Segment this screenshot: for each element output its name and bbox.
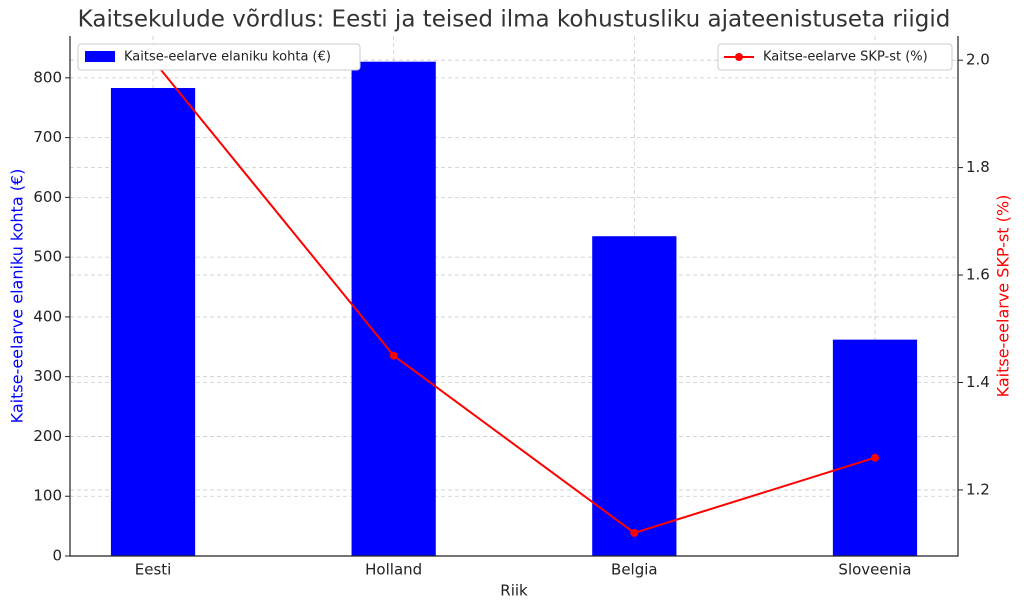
legend-box [717,43,953,71]
y2-tick-label: 1.8 [966,158,990,176]
legend-swatch [85,51,115,62]
legend-label: Kaitse-eelarve elaniku kohta (€) [124,50,331,65]
x-tick-label: Sloveenia [838,561,911,579]
y-tick-label: 600 [33,188,62,206]
y2-tick-label: 1.6 [966,266,990,284]
x-axis-label: Riik [500,582,528,600]
x-tick-label: Eesti [135,561,172,579]
line [152,59,876,535]
legend-label: Kaitse-eelarve SKP-st (%) [763,50,928,65]
point [389,351,398,360]
y2-tick-label: 2.0 [966,51,990,69]
point [870,453,879,462]
y-axis-label: Kaitse-eelarve elaniku kohta (€) [8,169,27,424]
y2-tick-label: 1.4 [966,373,990,391]
y-tick-label: 400 [33,307,62,325]
y2-tick-label: 1.2 [966,480,990,498]
bar [351,61,436,557]
y-tick-label: 800 [33,68,62,86]
legend-box [77,43,361,71]
bar [110,88,196,556]
bar [832,339,918,556]
legend-marker [735,53,743,61]
chart-title: Kaitsekulude võrdlus: Eesti ja teised il… [78,7,951,33]
y-tick-label: 100 [33,487,62,505]
y-tick-label: 500 [33,248,62,266]
bar [592,236,677,556]
x-tick-label: Holland [365,561,422,579]
y-tick-label: 200 [33,427,62,445]
x-tick-label: Belgia [611,561,658,579]
y-tick-label: 0 [52,547,62,565]
point [630,528,639,537]
axes [69,36,959,557]
y-tick-label: 300 [33,367,62,385]
y-tick-label: 700 [33,128,62,146]
y2-axis-label: Kaitse-eelarve SKP-st (%) [994,195,1013,398]
